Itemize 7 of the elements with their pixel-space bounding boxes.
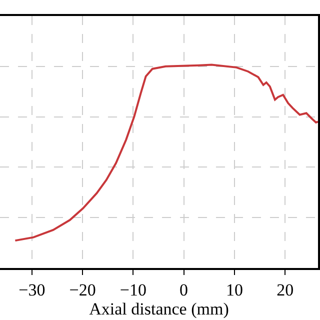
x-axis-title: Axial distance (mm) [89,299,229,318]
x-tick-label: 0 [180,280,188,300]
x-tick-label: 20 [276,280,294,300]
x-tick-label: 10 [226,280,243,300]
x-tick-label: −20 [69,280,96,300]
x-tick-label: −10 [120,280,146,300]
x-tick-label: −30 [18,280,46,300]
